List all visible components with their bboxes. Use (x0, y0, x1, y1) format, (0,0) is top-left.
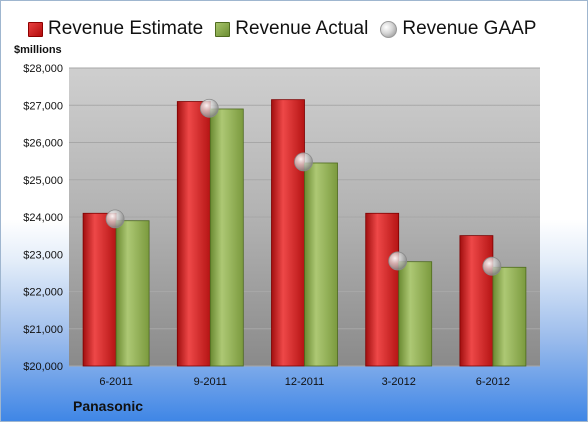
y-tick-label: $26,000 (23, 138, 63, 150)
legend-item-revenue-estimate: Revenue Estimate (28, 18, 203, 40)
x-tick-label: 12-2011 (285, 376, 325, 388)
bar-revenue-estimate (271, 99, 305, 367)
legend-label-revenue-gaap: Revenue GAAP (402, 18, 537, 39)
legend-swatch-revenue-gaap (380, 20, 398, 38)
y-tick-label: $28,000 (23, 63, 63, 75)
point-revenue-gaap (105, 209, 125, 229)
bar-revenue-actual (398, 261, 433, 367)
point-revenue-gaap (199, 98, 219, 118)
y-tick-label: $25,000 (23, 175, 63, 187)
x-tick-label: 6-2011 (99, 376, 132, 388)
chart-legend: Revenue Estimate Revenue Actual Revenue … (28, 14, 548, 44)
y-tick-label: $23,000 (23, 249, 63, 261)
point-revenue-gaap (482, 256, 502, 276)
x-tick-label: 6-2012 (476, 376, 510, 388)
y-tick-label: $24,000 (23, 212, 63, 224)
bar-revenue-actual (304, 162, 338, 367)
bar-revenue-estimate (365, 212, 400, 367)
bar-revenue-actual (115, 220, 150, 367)
x-tick-label: 3-2012 (382, 376, 416, 388)
bar-revenue-estimate (176, 101, 211, 367)
legend-label-revenue-actual: Revenue Actual (235, 18, 369, 39)
legend-swatch-revenue-actual (215, 21, 231, 37)
point-revenue-gaap (294, 152, 313, 172)
y-tick-label: $20,000 (23, 361, 63, 373)
point-revenue-gaap (388, 251, 408, 271)
bar-revenue-actual (209, 108, 244, 367)
y-tick-label: $27,000 (23, 100, 63, 112)
y-tick-label: $21,000 (23, 324, 63, 336)
legend-label-revenue-estimate: Revenue Estimate (48, 18, 204, 39)
bar-revenue-estimate (82, 212, 117, 367)
legend-swatch-revenue-estimate (28, 21, 43, 37)
legend-item-revenue-gaap: Revenue GAAP (380, 18, 536, 40)
x-tick-label: 9-2011 (194, 376, 227, 388)
y-axis-unit-label: $millions (14, 44, 62, 56)
bar-revenue-actual (492, 266, 527, 367)
bar-revenue-estimate (459, 235, 494, 367)
y-tick-label: $22,000 (23, 287, 63, 299)
company-name: Panasonic (73, 398, 144, 414)
legend-item-revenue-actual: Revenue Actual (215, 18, 368, 40)
